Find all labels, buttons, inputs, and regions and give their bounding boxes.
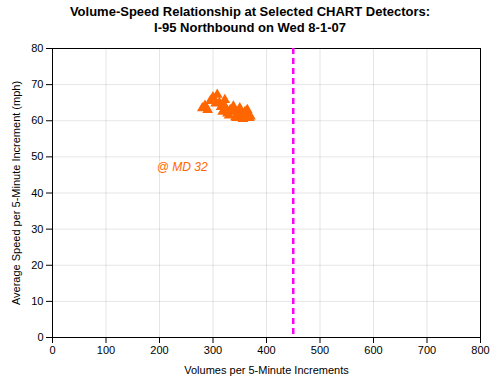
svg-text:40: 40 [31, 187, 43, 199]
svg-text:50: 50 [31, 150, 43, 162]
svg-text:Volumes per 5-Minute Increment: Volumes per 5-Minute Increments [184, 364, 349, 376]
svg-text:80: 80 [31, 42, 43, 54]
html-text:I-95 Northbound on Wed 8-1-07: I-95 Northbound on Wed 8-1-07 [154, 20, 346, 35]
svg-text:200: 200 [150, 344, 168, 356]
svg-text:700: 700 [418, 344, 436, 356]
svg-text:300: 300 [204, 344, 222, 356]
svg-text:800: 800 [471, 344, 489, 356]
svg-text:0: 0 [37, 331, 43, 343]
svg-text:10: 10 [31, 295, 43, 307]
svg-text:20: 20 [31, 259, 43, 271]
html-text:Volume-Speed Relationship at S: Volume-Speed Relationship at Selected CH… [69, 4, 431, 19]
svg-text:500: 500 [311, 344, 329, 356]
svg-text:Average Speed per 5-Minute Inc: Average Speed per 5-Minute Increment (mp… [10, 81, 22, 305]
svg-text:60: 60 [31, 114, 43, 126]
svg-text:600: 600 [364, 344, 382, 356]
svg-text:0: 0 [49, 344, 55, 356]
svg-text:70: 70 [31, 78, 43, 90]
svg-text:400: 400 [257, 344, 275, 356]
svg-text:@ MD 32: @ MD 32 [157, 160, 208, 174]
svg-text:100: 100 [97, 344, 115, 356]
svg-text:30: 30 [31, 223, 43, 235]
